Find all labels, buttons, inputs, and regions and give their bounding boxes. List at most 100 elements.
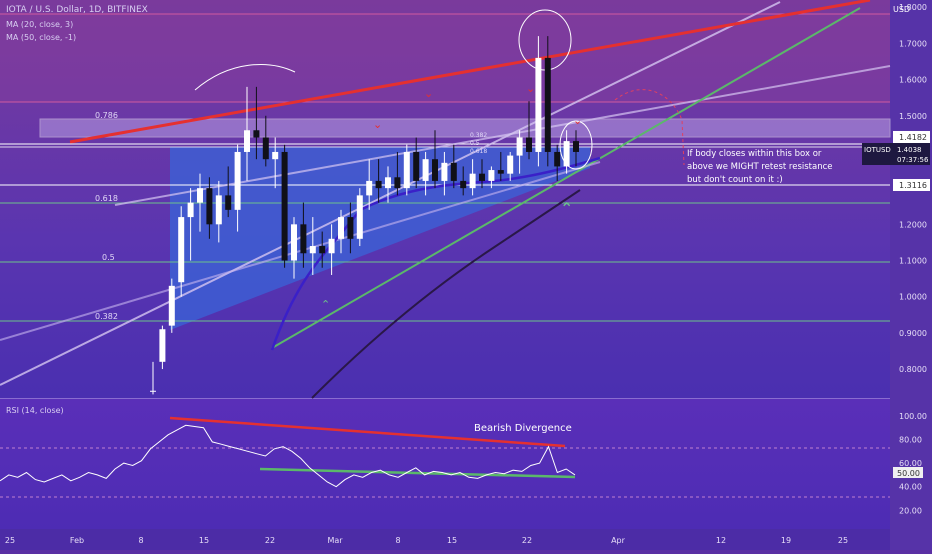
candle-body xyxy=(479,173,485,181)
candle-body xyxy=(385,177,391,189)
candle-body xyxy=(150,390,156,392)
candle-body xyxy=(460,180,467,189)
candle-body xyxy=(187,202,194,218)
candle-body xyxy=(544,57,551,152)
candle-body xyxy=(375,180,382,189)
candle-body xyxy=(319,246,326,254)
candle-body xyxy=(573,141,579,152)
support-tag xyxy=(893,179,930,191)
candle-body xyxy=(168,285,175,326)
candle-body xyxy=(159,329,166,362)
candle-body xyxy=(234,151,241,210)
down-marker: ⌄ xyxy=(573,114,582,127)
down-marker: ⌄ xyxy=(373,118,382,131)
time-tick: 15 xyxy=(199,536,209,545)
candle-body xyxy=(488,170,495,181)
candle-body xyxy=(394,177,401,189)
rsi-label: RSI (14, close) xyxy=(6,406,64,415)
candle-body xyxy=(262,137,269,160)
fib-label-0786: 0.786 xyxy=(95,111,118,120)
top-zone xyxy=(0,14,890,102)
fib-label-0618: 0.618 xyxy=(95,194,118,203)
rsi-divergence-line xyxy=(169,416,566,448)
candle-body xyxy=(281,151,288,261)
candle-body xyxy=(403,151,410,189)
candle-body xyxy=(507,155,514,174)
candle-body xyxy=(356,195,363,239)
red-resistance-line xyxy=(69,0,871,144)
price-tick: 1.1000 xyxy=(899,257,927,266)
ma20-line xyxy=(270,156,601,351)
annotation-line1: If body closes within this box or xyxy=(687,149,822,159)
candle-body xyxy=(366,180,373,196)
candle-body xyxy=(413,151,420,181)
candle-body xyxy=(309,246,316,254)
candle-body xyxy=(206,188,213,225)
fib-small-label: 0.382 xyxy=(470,132,487,139)
annotation-line2: above we MIGHT retest resistance xyxy=(687,162,833,172)
rsi-tick: 20.00 xyxy=(899,506,922,515)
candle-body xyxy=(441,162,448,181)
fib-small-label: 0.618 xyxy=(470,148,487,155)
rsi-axis-ticks: 100.00 80.00 60.00 40.00 20.00 xyxy=(899,412,927,515)
recent-circle xyxy=(559,120,593,170)
blue-triangle xyxy=(170,147,590,330)
candle-body xyxy=(469,173,476,189)
rsi-tick: 80.00 xyxy=(899,436,922,445)
last-price-text: 1.4038 xyxy=(897,146,922,154)
candle-body xyxy=(291,224,297,261)
fib-label-05: 0.5 xyxy=(102,253,115,262)
price-tick: 1.0000 xyxy=(899,293,927,302)
green-support-line xyxy=(271,7,861,349)
symbol-tag-text: IOTUSD xyxy=(864,146,891,154)
countdown-text: 07:37:56 xyxy=(897,156,929,164)
last-price-tag xyxy=(862,143,930,165)
symbol-title: IOTA / U.S. Dollar, 1D, BITFINEX xyxy=(6,5,148,15)
rsi-current-text: 50.00 xyxy=(897,469,920,478)
rsi-tick: 60.00 xyxy=(899,459,922,468)
support-tag-text: 1.3116 xyxy=(899,181,927,190)
time-tick: Feb xyxy=(70,536,84,545)
price-axis-bg xyxy=(890,0,932,550)
candles xyxy=(150,36,579,395)
rsi-tick: 100.00 xyxy=(899,412,927,421)
down-marker: ⌄ xyxy=(424,87,433,100)
candle-body xyxy=(197,188,203,203)
price-tick: 1.8000 xyxy=(899,3,927,12)
candle-body xyxy=(497,170,504,174)
candle-body xyxy=(422,159,429,181)
candle-body xyxy=(554,151,561,167)
resistance-tag-text: 1.4182 xyxy=(899,133,927,142)
time-tick: 19 xyxy=(781,536,791,545)
time-tick: 8 xyxy=(395,536,400,545)
resistance-tag xyxy=(893,131,930,143)
time-tick: Apr xyxy=(611,536,626,545)
candle-body xyxy=(432,159,438,181)
ma2-label: MA (50, close, -1) xyxy=(6,33,76,42)
time-tick: 25 xyxy=(838,536,848,545)
time-tick: Mar xyxy=(327,536,343,545)
price-tick: 1.6000 xyxy=(899,76,927,85)
candle-body xyxy=(535,57,542,152)
candle-body xyxy=(338,217,344,239)
fib-small-label: 0.5 xyxy=(470,140,480,147)
candle-body xyxy=(253,130,260,138)
retest-box xyxy=(39,118,891,138)
fib-label-0382: 0.382 xyxy=(95,312,118,321)
price-tick: 1.7000 xyxy=(899,39,927,48)
projection-path xyxy=(614,89,685,166)
candle-body xyxy=(450,162,457,181)
rsi-current-tag xyxy=(893,467,923,478)
up-marker: ⌃ xyxy=(321,298,330,311)
time-axis-bg xyxy=(0,529,890,550)
lower-channel-line xyxy=(0,161,601,341)
candle-body xyxy=(300,224,307,254)
candle-body xyxy=(178,217,185,283)
ma1-label: MA (20, close, 3) xyxy=(6,20,73,29)
price-tick: 0.9000 xyxy=(899,329,927,338)
time-tick: 12 xyxy=(716,536,726,545)
candle-body xyxy=(516,137,523,156)
divergence-label: Bearish Divergence xyxy=(474,423,572,434)
